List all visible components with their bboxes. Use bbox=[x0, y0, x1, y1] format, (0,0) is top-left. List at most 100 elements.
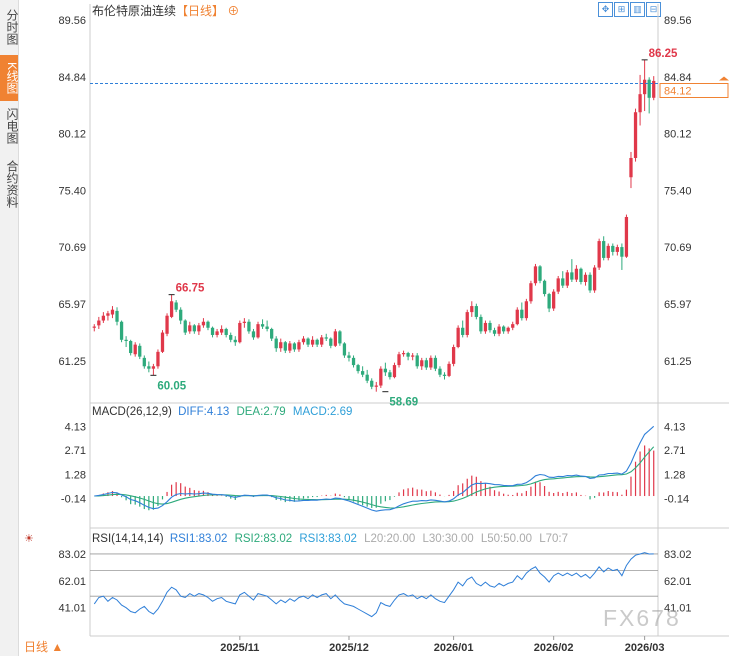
legend-diff-value: 4.13 bbox=[207, 406, 229, 418]
candle-body bbox=[561, 278, 565, 286]
candle-body bbox=[574, 268, 579, 280]
legend-l70-value: 7 bbox=[562, 533, 568, 545]
rsi-y-tick-right: 83.02 bbox=[664, 549, 692, 561]
rsi-y-tick-right: 62.01 bbox=[664, 576, 692, 588]
candle-body bbox=[365, 374, 369, 381]
candle-body bbox=[529, 283, 533, 302]
candle-body bbox=[101, 315, 106, 321]
rsi-y-tick-left: 83.02 bbox=[58, 549, 86, 561]
candle-body bbox=[238, 322, 242, 343]
candle-body bbox=[611, 245, 615, 252]
candle-body bbox=[260, 324, 265, 327]
candle-body bbox=[411, 355, 415, 357]
candle-body bbox=[442, 374, 447, 376]
current-price-box bbox=[659, 83, 729, 99]
rsi-settings-icon[interactable]: ☀ bbox=[24, 533, 34, 545]
candle-body bbox=[433, 357, 438, 369]
tab-kline-chart[interactable]: K线图 bbox=[0, 55, 19, 101]
candle-body bbox=[497, 326, 501, 334]
candle-body bbox=[242, 321, 247, 323]
candle-body bbox=[351, 357, 356, 366]
legend-rsi1-name: RSI1 bbox=[170, 533, 196, 545]
candle-body bbox=[174, 302, 178, 310]
candle-body bbox=[388, 372, 392, 378]
y-tick-label-right: 89.56 bbox=[664, 15, 692, 27]
candle-body bbox=[129, 341, 133, 354]
candle-body bbox=[338, 331, 342, 344]
bar-chart-icon[interactable]: ▥ bbox=[630, 2, 645, 17]
rsi-y-tick-left: 62.01 bbox=[58, 576, 86, 588]
candle-body bbox=[306, 338, 310, 345]
candle-body bbox=[547, 294, 551, 309]
legend-rsi3-value: 83.02 bbox=[328, 533, 357, 545]
tab-time-chart[interactable]: 分时图 bbox=[5, 9, 19, 45]
candle-body bbox=[470, 306, 474, 313]
legend-rsi2-value: 83.02 bbox=[263, 533, 292, 545]
low-price-label: 58.69 bbox=[389, 397, 418, 409]
candle-body bbox=[360, 371, 365, 375]
legend-rsi2-name: RSI2 bbox=[235, 533, 261, 545]
candle-body bbox=[233, 339, 237, 343]
legend-l30-value: 30.00 bbox=[445, 533, 474, 545]
candle-body bbox=[92, 326, 96, 328]
rsi-panel: ☀ RSI(14,14,14) RSI1:83.02 RSI2:83.02 RS… bbox=[24, 533, 692, 618]
candle-body bbox=[288, 343, 292, 351]
candle-body bbox=[565, 272, 569, 286]
candle-body bbox=[274, 338, 278, 349]
zoom-in-icon[interactable]: ⊞ bbox=[614, 2, 629, 17]
candle-body bbox=[429, 357, 433, 368]
chart-title: 布伦特原油连续【日线】 ⊕ bbox=[92, 3, 239, 18]
candle-body bbox=[192, 325, 196, 332]
chart-frame bbox=[89, 4, 729, 637]
zoom-out-icon[interactable]: ⊟ bbox=[646, 2, 661, 17]
period-selector-button[interactable]: 日线 ▲ bbox=[24, 638, 63, 655]
candle-body bbox=[247, 321, 251, 332]
candle-body bbox=[265, 326, 269, 329]
legend-l50-name: L50 bbox=[481, 533, 500, 545]
tab-flash-chart[interactable]: 闪电图 bbox=[5, 108, 19, 144]
candle-body bbox=[201, 321, 206, 326]
legend-l50-value: 50.00 bbox=[503, 533, 532, 545]
candle-body bbox=[642, 79, 647, 95]
candle-body bbox=[538, 266, 542, 281]
candle-body bbox=[465, 312, 469, 335]
legend-dea-name: DEA bbox=[236, 406, 260, 418]
current-price-marker bbox=[719, 76, 729, 81]
candle-body bbox=[392, 365, 397, 378]
candle-body bbox=[570, 272, 574, 280]
candle-body bbox=[206, 321, 210, 328]
candle-body bbox=[165, 315, 169, 334]
legend-l70-name: L70 bbox=[539, 533, 558, 545]
candle-body bbox=[324, 337, 328, 339]
macd-y-tick-right: 1.28 bbox=[664, 469, 685, 481]
candle-body bbox=[583, 274, 588, 283]
candle-body bbox=[356, 365, 360, 372]
candle-body bbox=[142, 357, 146, 367]
candle-body bbox=[97, 320, 101, 326]
candle-body bbox=[106, 313, 110, 316]
price-panel: 布伦特原油连续【日线】 ⊕ 89.56 89.56 84.84 84.84 80.12 8… bbox=[58, 3, 729, 409]
x-tick-label: 2026/03 bbox=[625, 642, 665, 654]
candle-body bbox=[151, 366, 156, 369]
rsi-y-tick-right: 41.01 bbox=[664, 603, 692, 615]
y-tick-label-left: 89.56 bbox=[58, 15, 86, 27]
candle-body bbox=[210, 327, 215, 335]
diff-line bbox=[94, 425, 655, 512]
legend-dea-value: 2.79 bbox=[263, 406, 285, 418]
candle-body bbox=[219, 328, 224, 333]
watermark-logo: FX678 bbox=[603, 605, 681, 631]
candle-body bbox=[297, 342, 301, 350]
candle-body bbox=[401, 353, 406, 355]
candle-body bbox=[542, 280, 547, 295]
candle-body bbox=[156, 351, 160, 367]
tab-contract-info[interactable]: 合约资料 bbox=[5, 160, 19, 208]
move-icon[interactable]: ✥ bbox=[598, 2, 613, 17]
candle-body bbox=[602, 241, 606, 258]
candle-body bbox=[451, 347, 456, 364]
legend-rsi3-name: RSI3 bbox=[299, 533, 325, 545]
candle-body bbox=[115, 310, 119, 322]
candle-body bbox=[383, 368, 388, 373]
y-tick-label-left: 75.40 bbox=[58, 185, 86, 197]
candle-body bbox=[315, 339, 319, 345]
high-price-label: 86.25 bbox=[649, 48, 678, 60]
